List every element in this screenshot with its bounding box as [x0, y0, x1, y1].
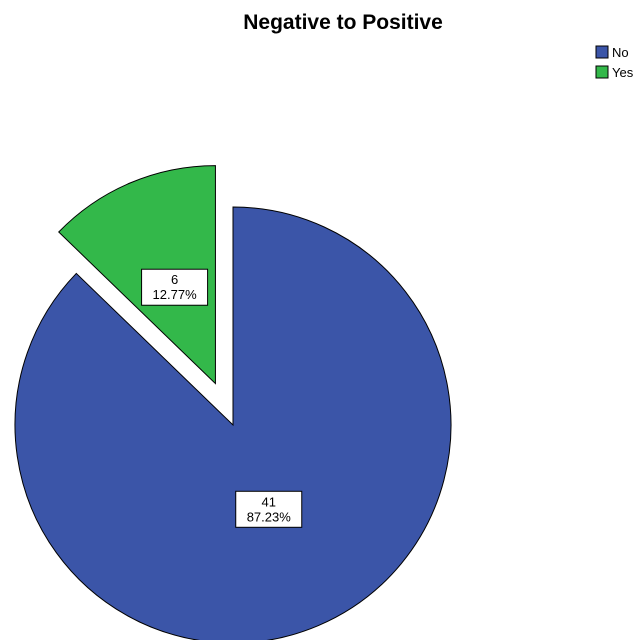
slice-label-box [235, 490, 303, 528]
legend-label-no: No [612, 45, 629, 60]
legend: No Yes [595, 45, 634, 80]
slice-count-label: 6 [171, 272, 178, 287]
slice-percent-label: 87.23% [247, 509, 292, 524]
chart-title: Negative to Positive [243, 11, 443, 34]
pie-slice-yes [58, 165, 216, 385]
slice-label-yes: 612.77% [141, 268, 209, 306]
slice-percent-label: 12.77% [153, 287, 198, 302]
slice-label-box [141, 268, 209, 306]
legend-swatch-yes [595, 65, 609, 79]
pie-slice-no [14, 206, 452, 640]
legend-label-yes: Yes [612, 65, 634, 80]
pie-slices [14, 165, 452, 640]
legend-swatch-no [595, 45, 609, 59]
slice-count-label: 41 [262, 494, 276, 509]
